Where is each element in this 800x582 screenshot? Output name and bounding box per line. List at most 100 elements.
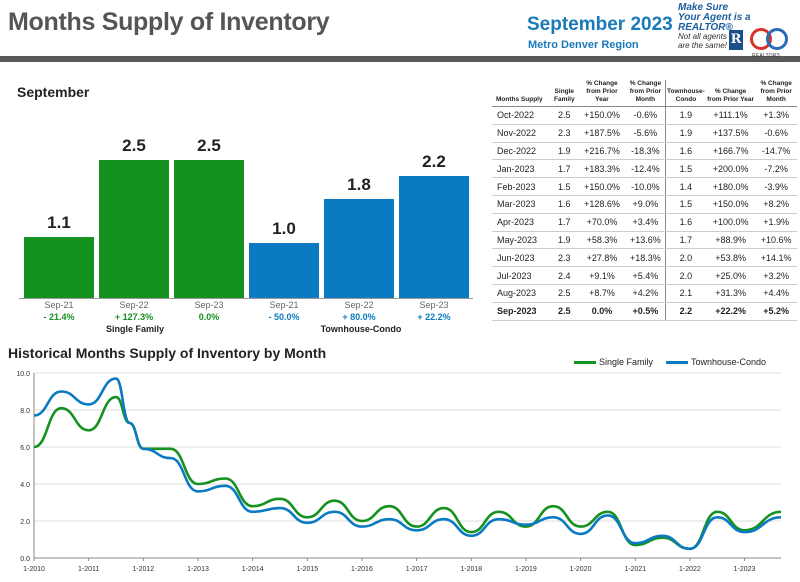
table-row: Nov-2022 2.3 +187.5% -5.6% 1.9 +137.5% -0.6% xyxy=(492,124,797,143)
legend-swatch-townhouse-condo xyxy=(666,361,688,365)
x-tick-label: 1-2021 xyxy=(624,566,646,573)
bar-category-label: Sep-22 xyxy=(119,300,149,310)
col-header-months-supply: Months Supply xyxy=(492,80,551,107)
bar-category-label: Sep-23 xyxy=(194,300,224,310)
table-cell: -10.0% xyxy=(625,177,666,196)
bar-chart-title: September xyxy=(17,84,90,100)
table-cell: 2.0 xyxy=(665,248,706,268)
legend-townhouse-condo: Townhouse-Condo xyxy=(666,357,766,367)
table-cell: 1.6 xyxy=(665,142,706,161)
table-cell: Jun-2023 xyxy=(492,248,551,268)
association-logo-ring-icon xyxy=(766,28,788,50)
realtor-tagline-1: Make Sure xyxy=(678,2,729,13)
table-cell: +200.0% xyxy=(705,159,756,179)
table-cell: 2.0 xyxy=(665,266,706,285)
realtor-tagline-4: are the same! xyxy=(678,41,727,50)
table-cell: 1.9 xyxy=(665,106,706,125)
table-cell: Mar-2023 xyxy=(492,195,551,214)
table-cell: +4.2% xyxy=(625,284,666,303)
report-region: Metro Denver Region xyxy=(528,39,639,51)
table-cell: +9.0% xyxy=(625,195,666,214)
bar-chart-axis xyxy=(19,298,473,299)
bar-change-label: + 127.3% xyxy=(114,312,154,322)
report-month: September 2023 xyxy=(527,14,673,35)
table-cell: -5.6% xyxy=(625,124,666,143)
table-cell: 1.6 xyxy=(665,213,706,232)
table-row: Jun-2023 2.3 +27.8% +18.3% 2.0 +53.8% +14.1% xyxy=(492,248,797,268)
group-label-townhouse-condo: Townhouse-Condo xyxy=(320,324,402,334)
table-cell: 2.5 xyxy=(550,106,579,125)
table-cell: 1.9 xyxy=(550,231,579,250)
realtor-r-logo-icon: R xyxy=(729,30,743,50)
y-tick-label: 10.0 xyxy=(16,371,30,378)
x-tick-label: 1-2013 xyxy=(187,566,209,573)
table-cell: +8.2% xyxy=(755,195,797,214)
table-cell: Dec-2022 xyxy=(492,142,551,161)
bar-category-label: Sep-23 xyxy=(419,300,449,310)
header-divider xyxy=(0,56,800,62)
page-title: Months Supply of Inventory xyxy=(8,8,330,36)
bar-4 xyxy=(324,198,394,298)
x-tick-label: 1-2020 xyxy=(570,566,592,573)
table-cell: 2.2 xyxy=(665,302,706,321)
bar-3 xyxy=(249,242,319,298)
x-tick-label: 1-2017 xyxy=(406,566,428,573)
table-cell: 1.5 xyxy=(665,195,706,214)
realtor-tagline-2: Your Agent is a REALTOR® xyxy=(678,12,751,33)
table-cell: +137.5% xyxy=(705,124,756,143)
table-cell: 1.6 xyxy=(550,195,579,214)
x-tick-label: 1-2014 xyxy=(242,566,264,573)
table-cell: +31.3% xyxy=(705,284,756,303)
table-cell: Jul-2023 xyxy=(492,266,551,285)
table-cell: +18.3% xyxy=(625,248,666,268)
table-row: Apr-2023 1.7 +70.0% +3.4% 1.6 +100.0% +1.9% xyxy=(492,213,797,232)
table-cell: 1.4 xyxy=(665,177,706,196)
table-cell: 1.9 xyxy=(665,124,706,143)
table-cell: +128.6% xyxy=(578,195,626,214)
bar-1 xyxy=(99,159,169,298)
y-tick-label: 8.0 xyxy=(20,408,30,415)
table-cell: 2.3 xyxy=(550,248,579,268)
table-cell: +5.4% xyxy=(625,266,666,285)
y-tick-label: 2.0 xyxy=(20,519,30,526)
table-cell: 0.0% xyxy=(578,302,626,321)
table-cell: +100.0% xyxy=(705,213,756,232)
table-cell: +216.7% xyxy=(578,142,626,161)
bar-5 xyxy=(399,176,469,298)
history-chart-title: Historical Months Supply of Inventory by… xyxy=(8,345,327,361)
table-cell: +187.5% xyxy=(578,124,626,143)
col-header-townhouse-condo: Townhouse-Condo xyxy=(665,80,706,107)
x-tick-label: 1-2011 xyxy=(78,566,99,573)
history-line-chart: 0.0 2.0 4.0 6.0 8.0 10.0 1-2010 1-2011 1-2012 1-2… xyxy=(16,371,782,573)
table-row: Sep-2023 2.5 0.0% +0.5% 2.2 +22.2% +5.2% xyxy=(492,302,797,321)
bar-category-label: Sep-21 xyxy=(44,300,74,310)
col-header-tc-change-year: % Change from Prior Year xyxy=(705,80,756,107)
table-cell: +180.0% xyxy=(705,177,756,196)
table-cell: +0.5% xyxy=(625,302,666,321)
table-cell: +70.0% xyxy=(578,213,626,232)
bar-0 xyxy=(24,237,94,298)
table-row: May-2023 1.9 +58.3% +13.6% 1.7 +88.9% +10.6% xyxy=(492,231,797,250)
table-cell: +10.6% xyxy=(755,231,797,250)
table-cell: +5.2% xyxy=(755,302,797,321)
series-line-single-family xyxy=(33,395,782,551)
y-tick-label: 6.0 xyxy=(20,445,30,452)
table-cell: 2.1 xyxy=(665,284,706,303)
table-cell: Jan-2023 xyxy=(492,159,551,179)
table-row: Dec-2022 1.9 +216.7% -18.3% 1.6 +166.7% -14.7% xyxy=(492,142,797,161)
monthly-stats-table: Months Supply Single Family % Change fro… xyxy=(492,80,797,321)
bar-value-label: 2.5 xyxy=(122,135,146,155)
bar-category-label: Sep-21 xyxy=(269,300,299,310)
bar-value-label: 1.0 xyxy=(272,218,296,238)
table-cell: +183.3% xyxy=(578,159,626,179)
group-label-single-family: Single Family xyxy=(105,324,165,334)
table-cell: Oct-2022 xyxy=(492,106,551,125)
table-cell: +58.3% xyxy=(578,231,626,250)
table-cell: +3.4% xyxy=(625,213,666,232)
legend-label-townhouse-condo: Townhouse-Condo xyxy=(691,357,767,367)
table-row: Oct-2022 2.5 +150.0% -0.6% 1.9 +111.1% +1.3% xyxy=(492,106,797,125)
x-tick-label: 1-2019 xyxy=(515,566,537,573)
x-tick-label: 1-2022 xyxy=(679,566,701,573)
table-cell: +8.7% xyxy=(578,284,626,303)
table-cell: May-2023 xyxy=(492,231,551,250)
